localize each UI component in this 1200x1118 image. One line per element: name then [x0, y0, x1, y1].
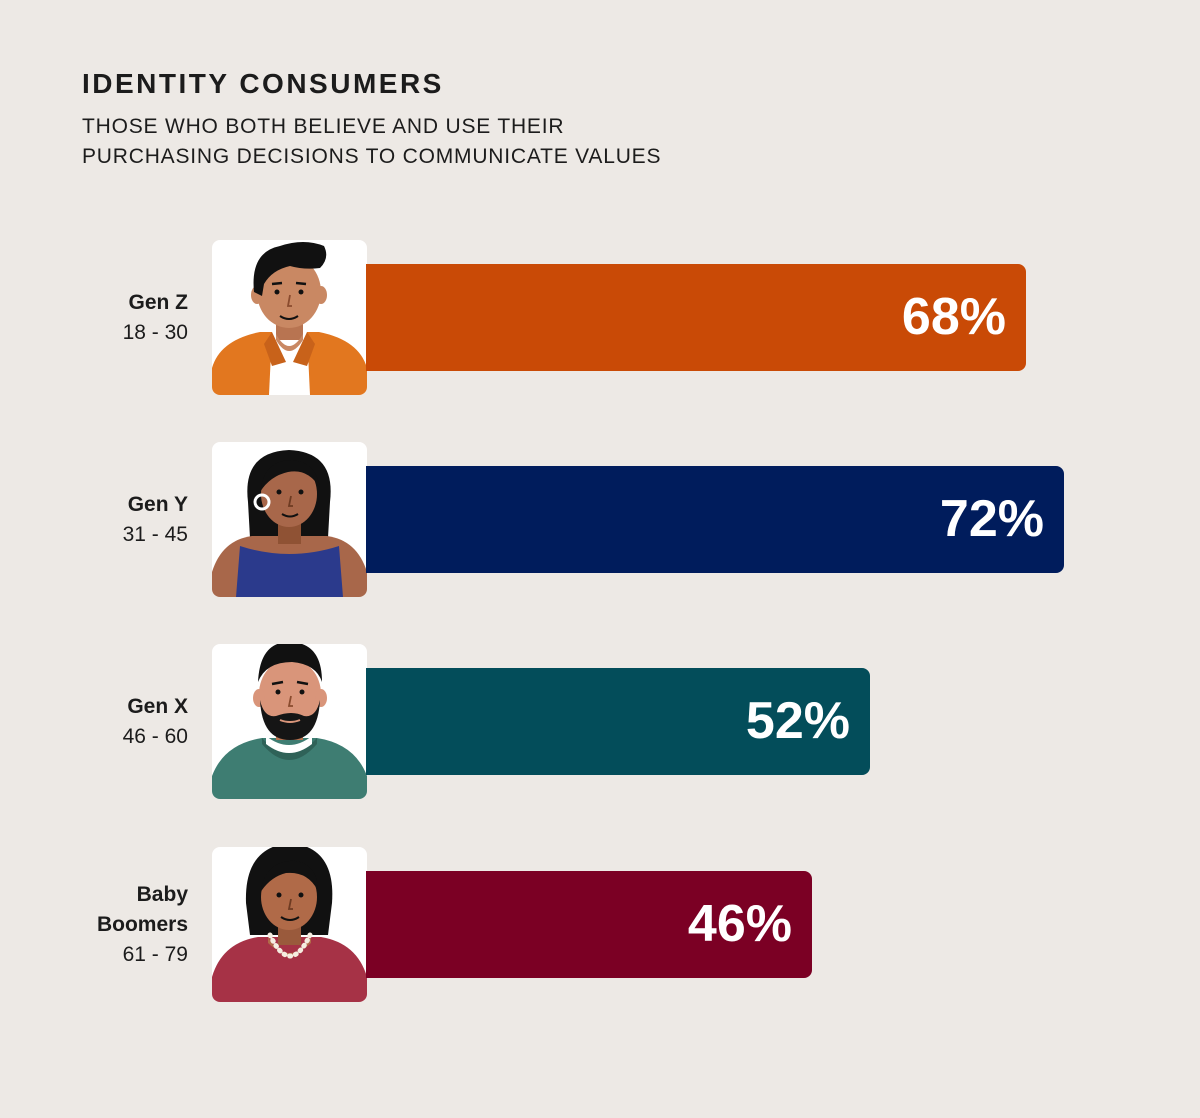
bar-value-label: 52%: [745, 692, 850, 750]
category-label: Gen X 46 - 60: [28, 692, 188, 752]
chart-subtitle: THOSE WHO BOTH BELIEVE AND USE THEIR PUR…: [82, 112, 661, 172]
age-range: 18 - 30: [122, 321, 188, 344]
age-range: 46 - 60: [122, 725, 188, 748]
bar-row-gen-z: Gen Z 18 - 30 68%: [0, 240, 1200, 400]
category-label: Gen Y 31 - 45: [28, 490, 188, 550]
bar-baby-boomers: 46%: [366, 871, 812, 978]
bar-gen-x: 52%: [366, 668, 870, 775]
bar-row-gen-y: Gen Y 31 - 45 72%: [0, 442, 1200, 602]
subtitle-line: THOSE WHO BOTH BELIEVE AND USE THEIR: [82, 115, 565, 138]
generation-name: Gen Z: [128, 291, 188, 314]
young-man-avatar-icon: [212, 240, 367, 395]
bar-gen-z: 68%: [366, 264, 1026, 371]
woman-hoop-earring-avatar-icon: [212, 442, 367, 597]
bar-row-baby-boomers: Baby Boomers 61 - 79 46%: [0, 847, 1200, 1007]
bar-value-label: 72%: [939, 490, 1044, 548]
chart-title: IDENTITY CONSUMERS: [82, 68, 444, 99]
age-range: 31 - 45: [122, 523, 188, 546]
bearded-man-avatar-icon: [212, 644, 367, 799]
generation-name: Boomers: [96, 913, 188, 936]
category-label: Baby Boomers 61 - 79: [28, 880, 188, 970]
generation-name: Gen X: [127, 695, 188, 718]
generation-name: Baby: [136, 883, 188, 906]
bar-value-label: 46%: [687, 895, 792, 953]
age-range: 61 - 79: [122, 943, 188, 966]
bar-row-gen-x: Gen X 46 - 60 52%: [0, 644, 1200, 804]
generation-name: Gen Y: [127, 493, 188, 516]
category-label: Gen Z 18 - 30: [28, 288, 188, 348]
subtitle-line: PURCHASING DECISIONS TO COMMUNICATE VALU…: [82, 145, 662, 168]
bar-gen-y: 72%: [366, 466, 1064, 573]
older-woman-pearls-avatar-icon: [212, 847, 367, 1002]
bar-value-label: 68%: [901, 288, 1006, 346]
